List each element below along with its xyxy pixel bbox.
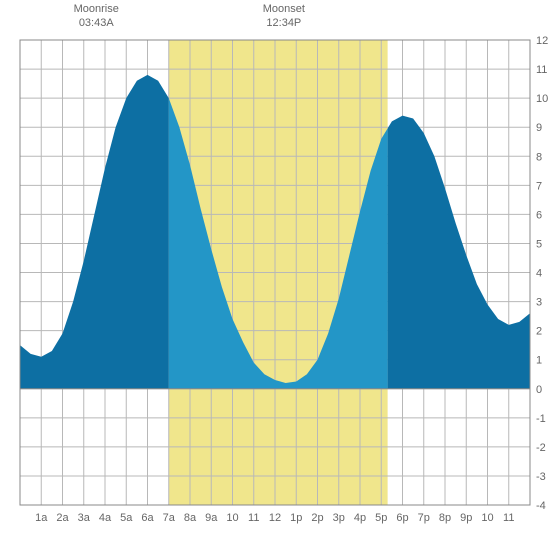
y-tick-label: -1 bbox=[536, 413, 546, 425]
y-tick-label: 4 bbox=[536, 268, 542, 280]
x-tick-label: 2p bbox=[311, 512, 323, 524]
x-tick-label: 10 bbox=[481, 512, 493, 524]
x-tick-label: 2a bbox=[56, 512, 69, 524]
x-tick-label: 1p bbox=[290, 512, 302, 524]
y-tick-label: 6 bbox=[536, 209, 542, 221]
x-tick-label: 3p bbox=[333, 512, 345, 524]
x-tick-label: 3a bbox=[78, 512, 91, 524]
x-tick-label: 1a bbox=[35, 512, 48, 524]
moonrise-title: Moonrise bbox=[74, 2, 119, 16]
x-tick-label: 11 bbox=[248, 512, 259, 524]
moonrise-time: 03:43A bbox=[74, 16, 119, 30]
y-tick-label: 3 bbox=[536, 297, 542, 309]
x-tick-label: 11 bbox=[503, 512, 514, 524]
y-tick-label: -4 bbox=[536, 500, 546, 512]
y-tick-label: 7 bbox=[536, 180, 542, 192]
x-tick-label: 5p bbox=[375, 512, 387, 524]
y-tick-label: 12 bbox=[536, 35, 548, 47]
x-tick-label: 6a bbox=[141, 512, 154, 524]
y-tick-label: -3 bbox=[536, 471, 546, 483]
x-tick-label: 7a bbox=[163, 512, 176, 524]
y-tick-label: -2 bbox=[536, 442, 546, 454]
x-tick-label: 10 bbox=[226, 512, 238, 524]
x-tick-label: 7p bbox=[418, 512, 430, 524]
y-tick-label: 8 bbox=[536, 151, 542, 163]
tide-chart: -4-3-2-101234567891011121a2a3a4a5a6a7a8a… bbox=[0, 0, 550, 550]
x-tick-label: 4p bbox=[354, 512, 366, 524]
moonset-title: Moonset bbox=[263, 2, 305, 16]
moonset-time: 12:34P bbox=[263, 16, 305, 30]
x-tick-label: 5a bbox=[120, 512, 133, 524]
x-tick-label: 12 bbox=[269, 512, 281, 524]
x-tick-label: 4a bbox=[99, 512, 112, 524]
y-tick-label: 2 bbox=[536, 326, 542, 338]
x-tick-label: 9p bbox=[460, 512, 472, 524]
moonrise-annotation: Moonrise 03:43A bbox=[74, 2, 119, 31]
tide-chart-container: -4-3-2-101234567891011121a2a3a4a5a6a7a8a… bbox=[0, 0, 550, 550]
y-tick-label: 5 bbox=[536, 238, 542, 250]
y-tick-label: 10 bbox=[536, 93, 548, 105]
y-tick-label: 9 bbox=[536, 122, 542, 134]
y-tick-label: 11 bbox=[536, 64, 547, 76]
moonset-annotation: Moonset 12:34P bbox=[263, 2, 305, 31]
x-tick-label: 8p bbox=[439, 512, 451, 524]
y-tick-label: 0 bbox=[536, 384, 542, 396]
x-tick-label: 8a bbox=[184, 512, 197, 524]
x-tick-label: 9a bbox=[205, 512, 218, 524]
x-tick-label: 6p bbox=[396, 512, 408, 524]
y-tick-label: 1 bbox=[536, 355, 542, 367]
